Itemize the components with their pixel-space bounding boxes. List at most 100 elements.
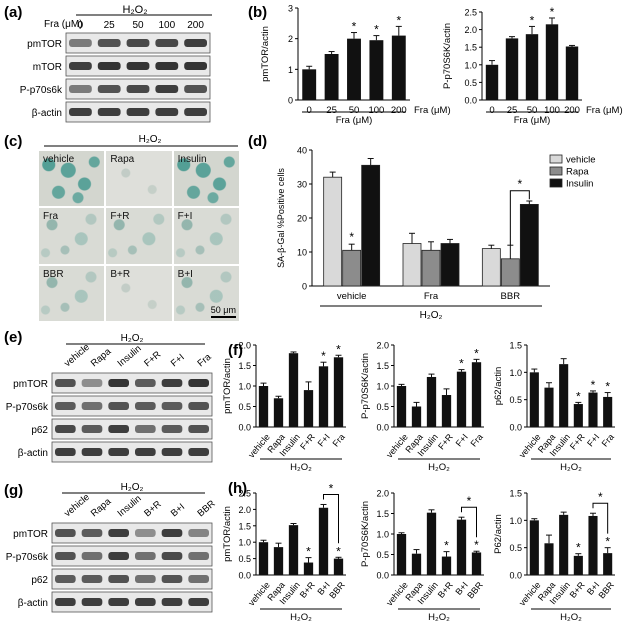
bracket-star: * [329,481,334,495]
x-tick-label: 0 [489,105,494,116]
x-tick-label: F+I [316,432,332,449]
blot-band [126,62,150,70]
blot-band [69,108,92,116]
blot-band [108,402,129,410]
blot-band [161,402,183,410]
y-tick-label: 1.5 [464,43,477,53]
significance-star: * [591,378,596,392]
x-tick-label: 100 [544,105,560,116]
blot-band [155,85,179,93]
micrograph-label: B+R [110,268,131,280]
micrograph-insulin: Insulin [172,150,240,208]
dose-label: 25 [104,20,116,31]
x-tick-label: 25 [326,105,337,116]
y-tick-label: 1.0 [464,60,477,70]
significance-star: * [576,541,581,555]
bar-fra [333,357,344,427]
y-tick-label: 1.5 [509,341,522,351]
y-tick-label: 0.0 [238,423,251,433]
panel-b: (b) 0 1 2 3 pmTOR/actin 0 25 50 * 100 * 200 * Fra (μM… [248,4,623,127]
blot-band [155,39,179,47]
x-tick-label: vehicle [337,291,367,302]
significance-star: * [550,5,555,19]
blot-band [155,62,179,70]
blot-band [161,552,183,560]
bar-rapa-vehicle [342,249,362,287]
blot-band [55,598,76,606]
y-tick-label: 2.0 [238,505,251,515]
y-tick-label: 1.5 [509,489,522,499]
bar-vehicle-vehicle [323,176,343,287]
micrograph-label: B+I [177,268,193,280]
panel-a: (a) H₂O₂ Fra (μM) 0 25 50 100 200 pmTOR mTOR P-… [4,4,212,123]
blot-band [55,425,76,433]
y-tick-label: 0.0 [238,571,251,581]
blot-band [188,529,209,537]
panel-label-f: (f) [228,342,243,359]
blot-band [97,85,121,93]
blot-col-label-rapa: Rapa [89,346,114,369]
blot-strip-actin [51,591,213,613]
y-tick-label: 1.0 [509,368,522,378]
blot-strip-p-p70s6k [51,395,213,417]
panel-label-h: (h) [228,480,247,497]
legend-label-vehicle: vehicle [566,155,596,166]
micrograph-label: Fra [43,211,58,223]
blot-band [188,425,209,433]
y-tick-label: 0 [288,96,293,106]
panel-label-g: (g) [4,482,23,499]
x-axis-label: Fra (μM) [514,115,551,126]
bar-0 [485,64,499,100]
bar-rapa [273,547,284,575]
comparison-bracket [509,190,530,246]
blot-band [108,379,129,387]
bar-insulin-vehicle [361,164,381,287]
bar-vehicle [396,386,407,427]
blot-col-label-vehicle: vehicle [62,492,92,519]
blot-band [184,85,207,93]
blot-band [81,575,103,583]
y-tick-label: 2.5 [464,8,477,18]
bar-100 [545,24,559,100]
x-tick-label: F+I [454,432,470,449]
legend-swatch-vehicle [549,154,563,164]
blot-band [184,108,207,116]
y-tick-label: 20 [297,214,307,224]
blot-row-label-p-p70s6k: P-p70s6k [6,402,49,413]
x-tick-label: BBR [501,291,521,302]
significance-star: * [352,20,357,34]
blot-row-label-p-p70s6k: P-p70s6k [20,85,63,96]
blot-band [81,448,103,456]
x-axis-label: H₂O₂ [420,310,443,321]
significance-star: * [336,544,341,558]
bar-f-i [318,366,329,427]
h2o2-label-g: H₂O₂ [121,482,144,493]
bar-vehicle [258,386,269,427]
x-tick-label: Fra [331,432,347,449]
blot-band [81,598,103,606]
h2o2-label-c: H₂O₂ [139,134,162,145]
x-tick-label: F+R [298,432,317,452]
bar-f-r [441,395,452,427]
h2o2-label-a: H₂O₂ [122,4,147,16]
bar-insulin [288,353,299,427]
x-tick-label: 200 [391,105,407,116]
blot-band [161,529,183,537]
x-tick-label: BBR [596,580,616,601]
micrograph-label: F+R [110,211,130,223]
y-tick-label: 0.5 [376,550,389,560]
significance-star: * [605,535,610,549]
scale-bar: 50 μm [210,305,236,318]
dose-label: 100 [158,20,175,31]
blot-band [81,402,103,410]
legend-swatch-insulin [549,178,563,188]
bar-insulin [426,512,437,575]
blot-strip-pmtor [51,372,213,394]
y-tick-label: 1.0 [238,382,251,392]
blot-band [135,425,156,433]
blot-band [108,552,129,560]
blot-strip-p-p70s6k [51,545,213,567]
panel-label-c: (c) [4,133,22,150]
fra-unit-a: Fra (μM) [44,19,83,30]
